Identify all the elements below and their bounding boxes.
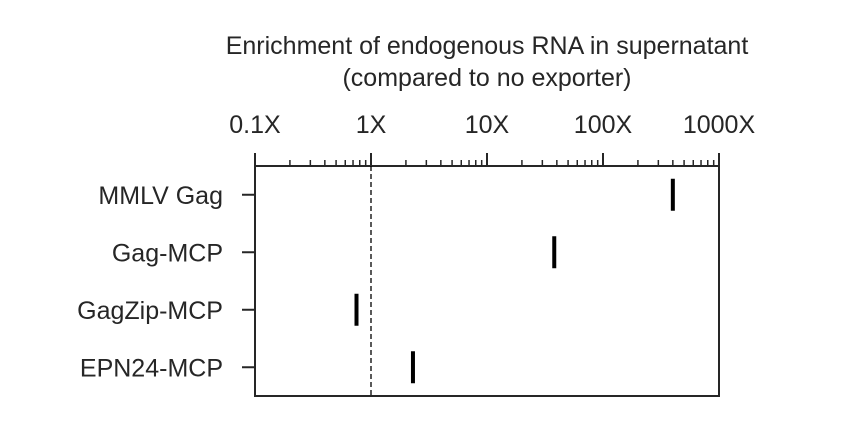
chart-subtitle: (compared to no exporter): [342, 64, 631, 92]
x-tick-label: 1X: [356, 111, 387, 139]
y-category-label: EPN24-MCP: [80, 354, 223, 382]
y-category-label: GagZip-MCP: [77, 297, 223, 325]
x-tick-label: 100X: [574, 111, 633, 139]
x-tick-label: 10X: [465, 111, 510, 139]
x-tick-label: 0.1X: [229, 111, 281, 139]
chart-title: Enrichment of endogenous RNA in supernat…: [226, 32, 749, 60]
x-axis-tick-labels: 0.1X 1X 10X 100X 1000X: [229, 111, 755, 139]
x-tick-label: 1000X: [683, 111, 756, 139]
data-markers: [354, 178, 675, 384]
x-axis-ticks: [254, 153, 720, 166]
y-axis-ticks: [242, 193, 255, 369]
plot-frame: [254, 165, 720, 397]
y-axis-category-labels: MMLV Gag Gag-MCP GagZip-MCP EPN24-MCP: [77, 182, 223, 383]
y-category-label: Gag-MCP: [112, 239, 223, 267]
y-category-label: MMLV Gag: [98, 182, 223, 210]
